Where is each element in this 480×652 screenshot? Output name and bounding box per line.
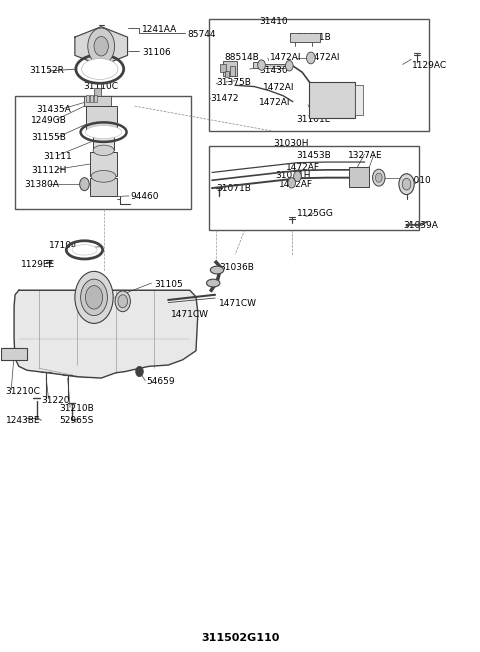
Text: 85744: 85744 xyxy=(187,30,216,39)
Text: 31030H: 31030H xyxy=(274,140,309,148)
Bar xyxy=(84,96,111,106)
Bar xyxy=(290,33,320,42)
Bar xyxy=(310,82,355,118)
Text: 54659: 54659 xyxy=(147,377,175,386)
Bar xyxy=(220,65,226,72)
Text: 1471CW: 1471CW xyxy=(219,299,257,308)
Text: 1129EE: 1129EE xyxy=(21,260,55,269)
Bar xyxy=(223,61,237,76)
Text: 31071H: 31071H xyxy=(275,171,311,179)
Text: 1327AE: 1327AE xyxy=(348,151,382,160)
Bar xyxy=(94,95,97,102)
Text: 31106: 31106 xyxy=(142,48,170,57)
Text: 31010: 31010 xyxy=(403,176,432,185)
Text: 1472AF: 1472AF xyxy=(286,163,320,171)
Text: 311502G110: 311502G110 xyxy=(201,634,279,644)
Text: 1243BE: 1243BE xyxy=(5,416,40,425)
Bar xyxy=(15,96,191,209)
Ellipse shape xyxy=(85,126,122,139)
Circle shape xyxy=(80,177,89,190)
Bar xyxy=(209,19,429,131)
Bar xyxy=(90,177,117,196)
Text: 31210B: 31210B xyxy=(59,404,94,413)
Bar xyxy=(90,152,117,176)
Text: 31101E: 31101E xyxy=(297,115,331,124)
Text: 31111: 31111 xyxy=(44,153,72,161)
Circle shape xyxy=(136,366,144,377)
Circle shape xyxy=(85,286,103,309)
Text: 31152R: 31152R xyxy=(29,67,64,76)
Circle shape xyxy=(402,178,411,190)
Bar xyxy=(253,62,264,68)
Text: 31112H: 31112H xyxy=(31,166,66,175)
Circle shape xyxy=(88,28,115,65)
Circle shape xyxy=(286,61,293,71)
Circle shape xyxy=(307,52,315,64)
Circle shape xyxy=(399,173,414,194)
Bar xyxy=(86,106,117,131)
Text: 52965S: 52965S xyxy=(59,416,94,425)
Circle shape xyxy=(258,60,265,70)
Circle shape xyxy=(372,170,385,186)
Text: 1472AI: 1472AI xyxy=(310,53,341,63)
Polygon shape xyxy=(14,290,198,378)
Text: 31453B: 31453B xyxy=(297,151,331,160)
Text: 1472AI: 1472AI xyxy=(270,53,301,63)
Text: 31380A: 31380A xyxy=(24,181,60,189)
Text: 1472AI: 1472AI xyxy=(259,98,291,107)
Text: 17104: 17104 xyxy=(48,241,77,250)
Bar xyxy=(90,95,93,102)
Text: 31220: 31220 xyxy=(41,396,70,405)
Text: 1249GB: 1249GB xyxy=(31,116,67,125)
Circle shape xyxy=(75,271,113,323)
Bar xyxy=(0,348,27,360)
Polygon shape xyxy=(75,27,128,66)
Text: 88514B: 88514B xyxy=(224,53,259,63)
Circle shape xyxy=(115,291,131,312)
Bar xyxy=(230,66,235,76)
Text: 31471B: 31471B xyxy=(297,33,331,42)
Bar xyxy=(349,168,369,186)
Text: 31071B: 31071B xyxy=(216,185,251,193)
Circle shape xyxy=(288,177,296,188)
Text: 31435A: 31435A xyxy=(36,106,72,115)
Bar xyxy=(209,147,420,230)
Text: 1472AF: 1472AF xyxy=(279,180,313,188)
Text: 31430: 31430 xyxy=(259,66,288,75)
Text: 1125GG: 1125GG xyxy=(297,209,333,218)
Ellipse shape xyxy=(93,145,114,156)
Text: 94460: 94460 xyxy=(130,192,158,201)
Circle shape xyxy=(375,173,382,182)
Text: 31110C: 31110C xyxy=(84,82,119,91)
Text: 1241AA: 1241AA xyxy=(142,25,177,34)
Ellipse shape xyxy=(82,59,118,80)
Text: 31039A: 31039A xyxy=(404,221,439,230)
Circle shape xyxy=(81,279,108,316)
Bar xyxy=(355,85,363,115)
Text: 1471CW: 1471CW xyxy=(171,310,209,319)
Text: 31210C: 31210C xyxy=(5,387,40,396)
Bar xyxy=(225,71,229,78)
Circle shape xyxy=(118,295,128,308)
Ellipse shape xyxy=(210,266,224,274)
Bar xyxy=(94,88,101,96)
Text: 31472: 31472 xyxy=(210,94,239,103)
Bar xyxy=(86,95,89,102)
Text: 31410: 31410 xyxy=(259,17,288,26)
Ellipse shape xyxy=(72,244,97,255)
Text: 31375B: 31375B xyxy=(216,78,251,87)
Ellipse shape xyxy=(206,279,220,287)
Circle shape xyxy=(94,37,108,56)
Text: 1129AC: 1129AC xyxy=(412,61,447,70)
Circle shape xyxy=(294,171,301,181)
Bar xyxy=(93,134,114,151)
Text: 31105: 31105 xyxy=(154,280,182,289)
Text: 1472AI: 1472AI xyxy=(263,83,294,93)
Text: 31036B: 31036B xyxy=(219,263,254,272)
Ellipse shape xyxy=(91,171,116,182)
Text: 31155B: 31155B xyxy=(31,134,66,143)
